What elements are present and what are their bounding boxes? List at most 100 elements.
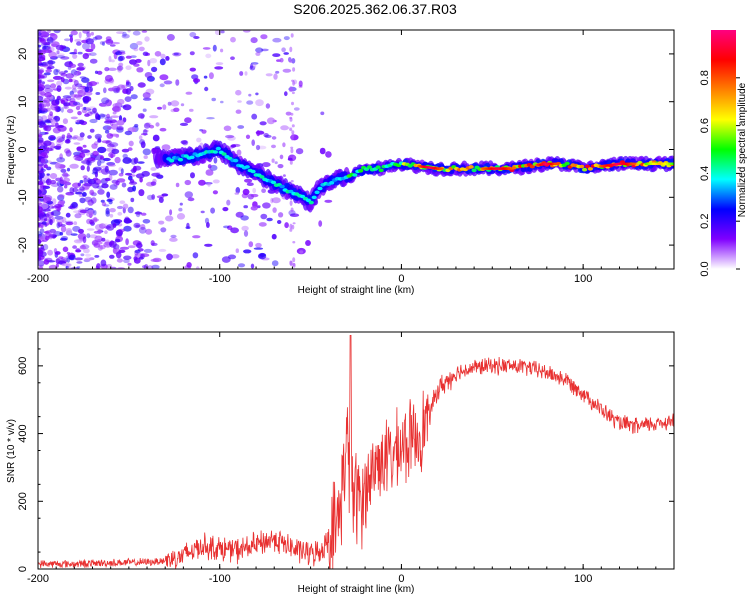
noise-blob	[97, 189, 105, 195]
noise-blob	[89, 58, 98, 64]
noise-blob	[58, 71, 66, 75]
noise-speckle	[93, 166, 102, 171]
noise-speckle	[149, 115, 159, 119]
snr-plot-area	[38, 332, 674, 569]
noise-speckle	[130, 94, 138, 100]
noise-speckle	[151, 66, 158, 73]
noise-blob	[189, 67, 196, 72]
noise-blob	[38, 180, 44, 185]
noise-speckle	[111, 123, 118, 130]
noise-speckle	[47, 79, 55, 83]
noise-speckle	[45, 230, 52, 235]
noise-speckle	[74, 213, 82, 219]
noise-streak	[290, 148, 294, 154]
noise-streak	[291, 91, 295, 95]
noise-speckle	[68, 100, 78, 107]
colorbar-ticks: 0.0 0.2 0.4 0.6 0.8	[699, 70, 740, 277]
noise-speckle	[108, 169, 118, 176]
noise-blob	[85, 38, 95, 45]
noise-streak	[291, 101, 294, 106]
noise-speckle	[221, 256, 231, 263]
noise-blob	[65, 221, 74, 226]
noise-blob	[103, 87, 107, 94]
noise-speckle	[118, 62, 124, 67]
noise-speckle	[50, 124, 56, 128]
noise-speckle	[192, 252, 199, 259]
noise-blob	[206, 222, 210, 228]
noise-speckle	[192, 235, 201, 239]
noise-speckle	[80, 253, 85, 257]
noise-blob	[142, 92, 151, 99]
noise-speckle	[108, 55, 112, 63]
noise-blob	[82, 30, 90, 34]
noise-speckle	[140, 224, 146, 230]
noise-blob	[133, 256, 138, 261]
noise-speckle	[161, 144, 171, 151]
noise-speckle	[235, 109, 242, 114]
noise-speckle	[59, 180, 68, 185]
noise-speckle	[59, 231, 64, 236]
spectrogram-plot-area	[38, 30, 674, 269]
noise-speckle	[272, 37, 282, 43]
noise-blob	[92, 182, 100, 189]
noise-blob	[184, 179, 192, 186]
noise-blob	[72, 187, 78, 193]
snr-panel: -200 -100 0 100 600 400 200 0 Height of straig…	[6, 331, 675, 595]
noise-speckle	[40, 244, 45, 250]
noise-speckle	[265, 73, 273, 77]
noise-speckle	[56, 221, 61, 229]
noise-speckle	[78, 31, 82, 39]
noise-speckle	[241, 225, 249, 231]
noise-blob	[285, 111, 292, 116]
noise-speckle	[68, 63, 77, 68]
noise-speckle	[142, 219, 151, 224]
noise-speckle	[94, 133, 102, 140]
noise-blob	[78, 228, 84, 234]
noise-speckle	[271, 144, 276, 149]
noise-speckle	[77, 86, 83, 90]
noise-blob	[277, 164, 284, 169]
noise-speckle	[85, 253, 92, 257]
noise-speckle	[38, 231, 42, 238]
noise-speckle	[220, 48, 224, 53]
noise-speckle	[123, 225, 132, 232]
noise-speckle	[284, 91, 288, 97]
noise-streak	[290, 207, 294, 213]
noise-speckle	[105, 210, 110, 217]
noise-speckle	[87, 135, 92, 139]
noise-blob	[158, 197, 164, 203]
noise-speckle	[134, 250, 139, 256]
noise-speckle	[170, 234, 177, 238]
noise-blob	[104, 74, 113, 82]
snr-series-line	[38, 334, 674, 569]
noise-speckle	[70, 116, 78, 120]
noise-speckle	[109, 184, 118, 190]
noise-speckle	[60, 99, 66, 104]
noise-blob	[41, 54, 46, 61]
noise-speckle	[69, 97, 76, 103]
noise-speckle	[79, 209, 89, 214]
noise-speckle	[137, 161, 145, 164]
noise-speckle	[138, 46, 145, 52]
noise-speckle	[255, 92, 259, 96]
noise-speckle	[70, 233, 78, 236]
x-tick-label: 0	[398, 273, 404, 285]
noise-speckle	[159, 58, 166, 66]
noise-speckle	[116, 65, 124, 71]
noise-blob	[129, 179, 135, 184]
noise-blob	[38, 69, 44, 74]
noise-blob	[55, 122, 59, 129]
noise-streak	[290, 135, 294, 141]
noise-speckle	[214, 66, 224, 70]
noise-blob	[55, 98, 60, 105]
noise-blob	[69, 127, 73, 133]
noise-speckle	[79, 132, 85, 138]
noise-speckle	[179, 202, 183, 206]
noise-blob	[115, 251, 122, 259]
noise-speckle	[266, 217, 273, 222]
noise-blob	[262, 202, 271, 209]
noise-blob	[256, 130, 261, 137]
noise-speckle	[279, 57, 284, 63]
x-tick-label: -200	[27, 573, 49, 585]
noise-blob	[320, 111, 325, 116]
